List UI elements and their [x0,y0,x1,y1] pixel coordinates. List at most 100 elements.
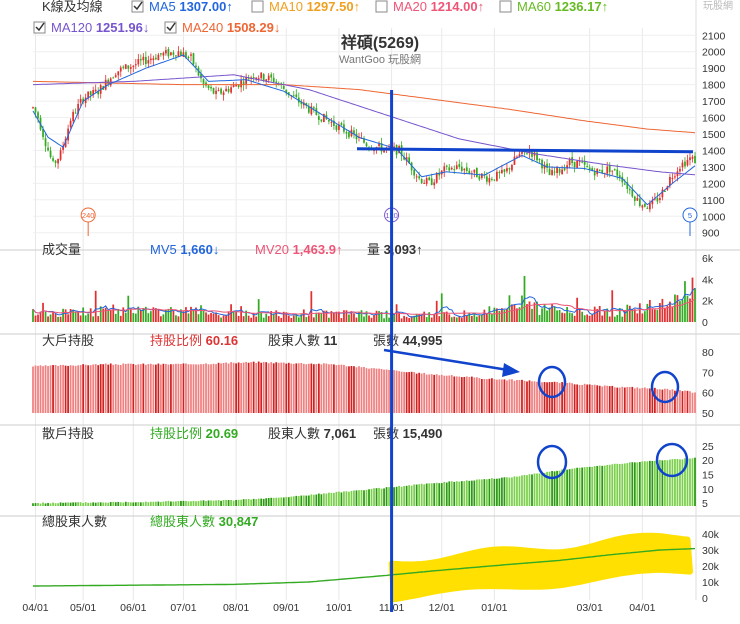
large-holder-bar [109,363,112,413]
retail-holder-bar [82,502,85,506]
volume-bar [546,310,548,322]
candle-body [149,58,152,61]
large-holder-bar [470,376,473,413]
large-holder-bar [52,365,54,413]
volume-panel [32,275,696,322]
ma240-line [33,80,696,134]
large-holder-bar [44,365,47,413]
retail-holder-bar [360,489,363,506]
candle-body [72,111,74,121]
indicator-checkbox [499,0,512,13]
retail-holder-bar [205,500,207,506]
volume-bar [109,310,112,322]
large-holder-bar [453,376,456,413]
large-holder-bar [127,363,130,413]
candle-body [195,65,197,67]
retail-holder-bar [631,462,634,506]
indicator-name: MA5 [149,0,179,14]
retail-holder-bar [245,499,248,506]
large-holder-bar [478,378,481,413]
large-holder-bar [513,380,516,413]
large-holder-bar [596,385,599,413]
large-holders-indicator: 張數 44,995 [373,333,442,348]
candle-body [257,78,260,80]
retail-holder-bar [536,473,538,506]
volume-bar [220,317,222,322]
large-holder-bar [405,372,408,413]
candle-body [598,169,601,171]
indicator-ma5: MA5 1307.00↑ [131,0,233,14]
retail-holder-bar [586,466,589,506]
candle-body [272,77,275,82]
candle-body [187,56,190,58]
candle-body [498,171,501,174]
candle-body [438,172,441,176]
large-holder-bar [606,385,609,413]
large-holder-bar [149,363,152,413]
large-holder-bar [345,366,348,413]
indicator-arrow: ↑ [336,242,343,257]
volume-bar [518,307,521,322]
retail-holder-bar [192,500,195,506]
volume-bar [232,310,235,322]
volume-bar [593,306,596,322]
candle-body [205,82,207,86]
candle-body [433,182,436,186]
volume-bar [323,310,325,322]
large-holder-bar [232,362,235,413]
retail-holder-bar [611,464,614,506]
candle-body [217,90,220,92]
large-holder-bar [282,362,285,413]
candle-body [581,161,584,163]
candle-body [267,75,270,81]
volume-bar [611,290,614,322]
retail-holder-bar [302,495,305,506]
large-holder-bar [689,391,691,413]
candle-body [175,55,177,57]
retail-holder-bar [511,477,513,506]
candle-body [485,176,488,182]
volume-bar [49,314,52,322]
large-holder-bar [583,383,586,413]
retail-holder-bar [563,469,566,506]
volume-bar [656,309,659,322]
volume-bar [691,277,694,322]
retail-holder-bar [433,483,436,506]
large-holder-bar [212,363,215,413]
volume-bar [380,312,383,322]
large-holder-bar [671,389,674,413]
volume-bar [586,314,589,322]
large-holder-bar [611,385,614,413]
retail-holder-bar [445,482,448,506]
candle-body [232,84,235,87]
candle-body [576,160,579,168]
indicator-arrow: ↓ [213,242,220,257]
volume-bar [257,299,260,322]
candle-body [124,64,127,69]
large-holder-bar [112,364,115,413]
retail-holder-bar [395,486,398,506]
retail-holder-bar [480,479,483,506]
volume-bar [410,316,413,322]
retail-holder-bar [212,500,215,506]
volume-bar [578,308,581,322]
candle-body [94,89,97,92]
retail-holder-bar [581,467,584,506]
retail-holder-bar [398,485,400,506]
candle-body [674,176,676,178]
candle-body [531,150,533,157]
volume-bar [245,310,248,322]
volume-bar [210,312,212,322]
volume-bar [355,317,358,322]
retail-holder-bar [430,483,433,506]
indicator-name: 股東人數 [268,426,324,441]
retail-holder-bar [280,497,283,506]
indicator-value: 1297.50 [307,0,354,14]
volume-bar [425,317,428,322]
candle-body [47,147,49,151]
volume-bar [648,300,651,322]
indicator-name: MA20 [393,0,431,14]
volume-bar [460,317,463,322]
x-tick-label: 03/01 [577,602,603,614]
large-holder-bar [262,361,265,413]
